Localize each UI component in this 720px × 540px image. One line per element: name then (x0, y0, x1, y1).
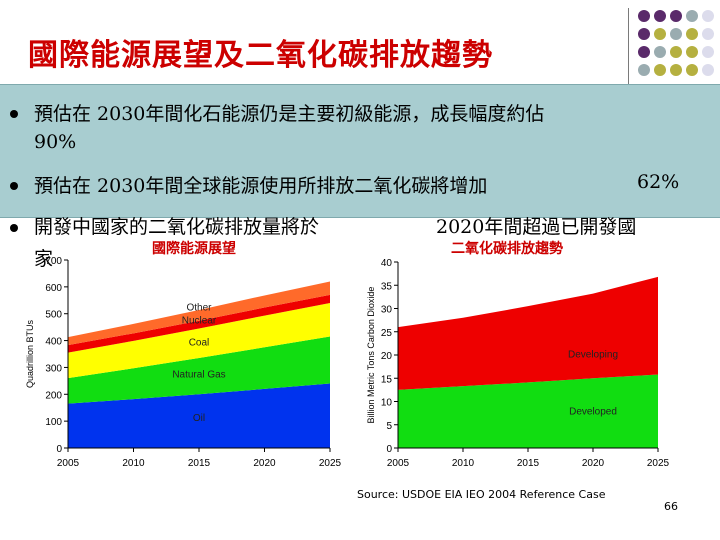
decorative-dot (686, 28, 698, 40)
energy-y-tick-label: 700 (45, 256, 62, 267)
decorative-dot (686, 64, 698, 76)
decorative-dot (686, 46, 698, 58)
co2-x-tick-label: 2005 (387, 458, 410, 469)
co2-x-tick-label: 2015 (517, 458, 540, 469)
decorative-dot (686, 10, 698, 22)
co2-y-tick-label: 10 (381, 398, 393, 409)
energy-y-tick-label: 100 (45, 417, 62, 428)
co2-y-tick-label: 5 (386, 421, 392, 432)
co2-x-tick-label: 2020 (582, 458, 605, 469)
co2-y-tick-label: 35 (381, 281, 393, 292)
co2-y-tick-label: 25 (381, 328, 393, 339)
co2-area-developing (398, 276, 658, 390)
bullet-dot-1 (10, 110, 18, 118)
energy-area-nuclear (68, 294, 330, 353)
energy-chart: 0 100 200 300 400 500 600 700 2005 2010 2015 2020 20… (25, 256, 342, 469)
energy-area-coal (68, 302, 330, 379)
energy-area-natural-gas (68, 336, 330, 404)
energy-x-tick-label: 2010 (122, 458, 145, 469)
co2-y-tick-label: 0 (386, 444, 392, 455)
co2-label-developed: Developed (569, 407, 617, 418)
bullet-panel (0, 84, 720, 218)
energy-x-tick-label: 2020 (253, 458, 276, 469)
energy-x-tick-label: 2025 (319, 458, 342, 469)
energy-label-coal: Coal (189, 337, 210, 348)
energy-y-tick-label: 600 (45, 283, 62, 294)
energy-y-axis-title: Quadrillion BTUs (25, 319, 35, 388)
bullet-1-line-1: 預估在 2030年間化石能源仍是主要初級能源，成長幅度約佔 (34, 103, 545, 125)
bullet-3-line-1: 開發中國家的二氧化碳排放量將於 (34, 216, 320, 238)
co2-area-developed (398, 374, 658, 448)
decorative-dot (638, 10, 650, 22)
decorative-dot (654, 46, 666, 58)
decorative-dot (638, 64, 650, 76)
energy-y-tick-label: 0 (56, 444, 62, 455)
energy-y-tick-label: 200 (45, 390, 62, 401)
co2-chart-subtitle: 二氧化碳排放趨勢 (451, 241, 563, 257)
decorative-dot (702, 10, 714, 22)
energy-label-natural-gas: Natural Gas (172, 370, 225, 381)
energy-y-tick-label: 300 (45, 363, 62, 374)
decorative-dot (638, 46, 650, 58)
bullet-3-tail: 2020年間超過已開發國 (436, 216, 637, 238)
co2-y-tick-label: 15 (381, 374, 393, 385)
co2-y-tick-label: 20 (381, 351, 393, 362)
bullet-dot-3 (10, 224, 18, 232)
page-number: 66 (664, 500, 678, 513)
bullet-1-line-2: 90% (34, 131, 77, 153)
decorative-dot (654, 28, 666, 40)
energy-area-other (68, 281, 330, 346)
decorative-dot (670, 28, 682, 40)
header-divider (628, 8, 629, 94)
bullet-dot-2 (10, 182, 18, 190)
bullet-3-line-2: 家 (34, 248, 54, 270)
energy-area-oil (68, 383, 330, 448)
bullet-2-tail: 62% (637, 171, 680, 193)
energy-label-other: Other (186, 302, 212, 313)
co2-y-tick-label: 30 (381, 305, 393, 316)
decorative-dot (670, 64, 682, 76)
decorative-dot (702, 64, 714, 76)
bullet-2-line-1: 預估在 2030年間全球能源使用所排放二氧化碳將增加 (34, 175, 488, 197)
energy-y-tick-label: 500 (45, 310, 62, 321)
energy-y-tick-label: 400 (45, 337, 62, 348)
decorative-dot (654, 64, 666, 76)
source-note: Source: USDOE EIA IEO 2004 Reference Cas… (357, 488, 606, 501)
decorative-dot (702, 28, 714, 40)
co2-y-axis-title: Billion Metric Tons Carbon Dioxide (366, 287, 376, 424)
co2-y-tick-label: 40 (381, 258, 393, 269)
co2-x-tick-label: 2010 (452, 458, 475, 469)
decorative-dot (638, 28, 650, 40)
co2-x-tick-label: 2025 (647, 458, 670, 469)
energy-x-tick-label: 2005 (57, 458, 80, 469)
energy-label-nuclear: Nuclear (182, 315, 217, 326)
decorative-dot (670, 10, 682, 22)
decorative-dot (702, 46, 714, 58)
slide-title: 國際能源展望及二氧化碳排放趨勢 (28, 38, 493, 73)
energy-chart-subtitle: 國際能源展望 (152, 241, 236, 257)
energy-label-oil: Oil (193, 413, 205, 424)
decorative-dot (654, 10, 666, 22)
co2-label-developing: Developing (568, 349, 618, 360)
decorative-dot (670, 46, 682, 58)
energy-x-tick-label: 2015 (188, 458, 211, 469)
